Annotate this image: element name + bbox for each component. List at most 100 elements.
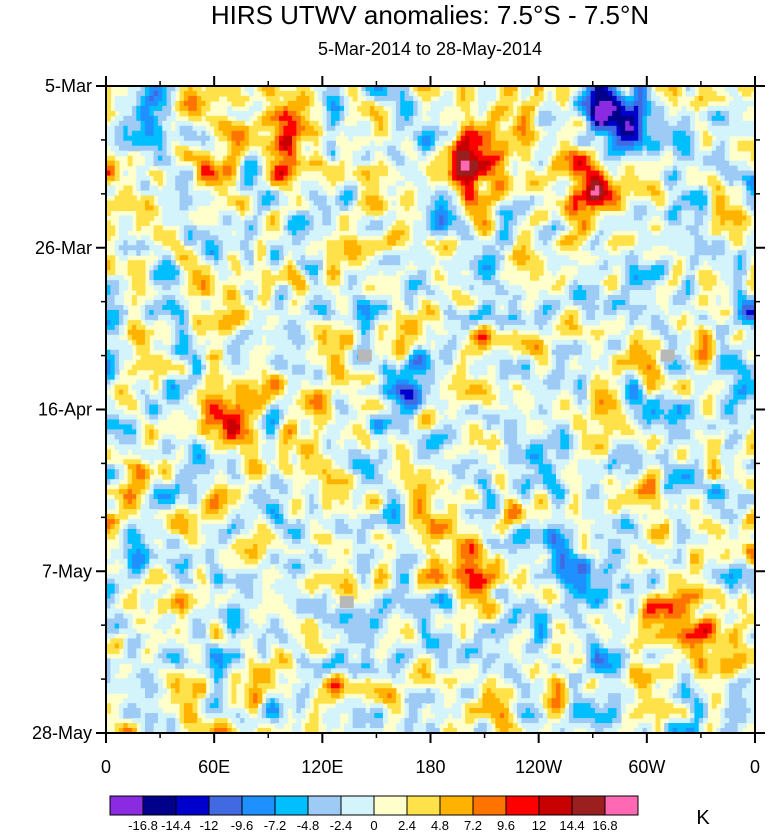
field-cell <box>318 220 323 226</box>
field-cell <box>391 230 397 236</box>
field-cell <box>629 105 635 112</box>
field-cell <box>495 280 501 286</box>
field-cell <box>530 250 535 256</box>
field-cell <box>551 255 557 261</box>
field-cell <box>352 235 358 241</box>
field-cell <box>568 230 574 236</box>
field-cell <box>248 130 254 137</box>
field-cell <box>175 185 181 192</box>
field-cell <box>318 265 323 271</box>
field-cell <box>227 230 233 236</box>
field-cell <box>499 245 505 251</box>
field-cell <box>222 180 228 187</box>
field-cell <box>335 240 341 246</box>
field-cell <box>391 130 397 137</box>
field-cell <box>170 110 176 117</box>
field-cell <box>599 240 605 246</box>
field-cell <box>192 95 198 102</box>
field-cell <box>499 185 505 192</box>
field-cell <box>356 245 362 251</box>
field-cell <box>443 240 449 246</box>
field-cell <box>170 215 176 221</box>
field-cell <box>313 255 319 261</box>
field-cell <box>153 265 159 271</box>
field-cell <box>261 210 267 216</box>
field-cell <box>499 290 505 296</box>
field-cell <box>629 285 635 291</box>
field-cell <box>690 125 696 132</box>
field-cell <box>495 145 501 152</box>
field-cell <box>240 150 246 157</box>
field-cell <box>309 100 315 107</box>
field-cell <box>677 225 683 231</box>
field-cell <box>512 135 518 142</box>
field-cell <box>469 160 475 167</box>
field-cell <box>456 165 462 172</box>
field-cell <box>309 295 315 301</box>
field-cell <box>538 200 544 207</box>
field-cell <box>188 190 194 197</box>
field-cell <box>253 155 259 162</box>
field-cell <box>577 205 583 212</box>
field-cell <box>348 185 354 192</box>
field-cell <box>400 125 406 132</box>
field-cell <box>711 115 717 122</box>
field-cell <box>694 200 700 207</box>
field-cell <box>478 285 484 291</box>
field-cell <box>162 285 168 291</box>
field-cell <box>581 265 587 271</box>
field-cell <box>244 115 250 122</box>
field-cell <box>607 255 613 261</box>
field-cell <box>716 225 721 231</box>
field-cell <box>106 304 111 311</box>
field-cell <box>703 110 709 117</box>
field-cell <box>118 235 124 241</box>
field-cell <box>127 260 133 266</box>
field-cell <box>235 120 241 127</box>
field-cell <box>365 130 371 137</box>
field-cell <box>131 295 137 301</box>
field-cell <box>391 240 397 246</box>
field-cell <box>698 195 704 202</box>
field-cell <box>296 280 302 286</box>
field-cell <box>633 185 639 192</box>
field-cell <box>534 260 540 266</box>
field-cell <box>534 135 540 142</box>
field-cell <box>638 240 644 246</box>
field-cell <box>486 115 492 122</box>
field-cell <box>421 290 427 296</box>
field-cell <box>179 255 185 261</box>
field-cell <box>378 160 384 167</box>
field-cell <box>136 115 142 122</box>
field-cell <box>183 90 189 97</box>
field-cell <box>633 225 639 231</box>
field-cell <box>352 190 358 197</box>
field-cell <box>309 205 315 212</box>
field-cell <box>512 125 518 132</box>
field-cell <box>343 105 349 112</box>
field-cell <box>287 270 293 276</box>
field-cell <box>685 140 691 147</box>
field-cell <box>404 255 410 261</box>
field-cell <box>430 130 436 137</box>
field-cell <box>638 145 644 152</box>
field-cell <box>123 304 129 311</box>
field-cell <box>110 230 116 236</box>
field-cell <box>114 280 120 286</box>
field-cell <box>166 255 172 261</box>
field-cell <box>452 290 458 296</box>
field-cell <box>542 245 548 251</box>
field-cell <box>166 95 172 102</box>
field-cell <box>625 115 631 122</box>
field-cell <box>434 235 440 241</box>
field-cell <box>746 260 752 266</box>
field-cell <box>248 235 254 241</box>
field-cell <box>413 245 419 251</box>
field-cell <box>508 90 514 97</box>
field-cell <box>577 110 583 117</box>
field-cell <box>491 290 496 296</box>
field-cell <box>633 200 639 207</box>
field-cell <box>534 265 540 271</box>
field-cell <box>322 95 328 102</box>
field-cell <box>339 220 345 226</box>
